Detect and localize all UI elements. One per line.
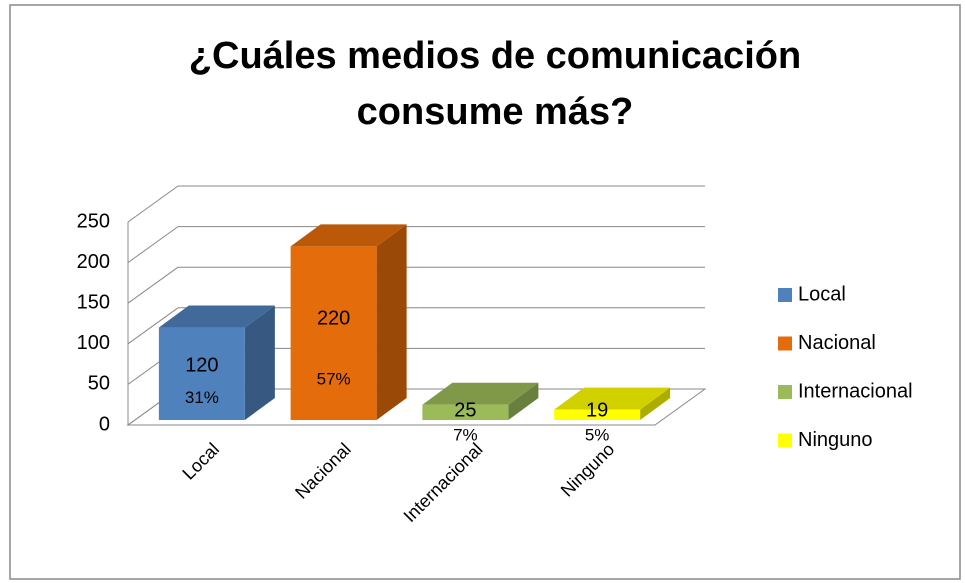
- bar-top: [290, 224, 407, 247]
- y-tick-label: 200: [77, 251, 110, 273]
- legend-swatch: [778, 433, 792, 448]
- bar-side: [640, 387, 671, 420]
- bar-side: [376, 224, 407, 420]
- bar-side: [508, 382, 539, 420]
- legend-label: Ninguno: [798, 429, 873, 451]
- percent-label: 57%: [317, 370, 351, 389]
- value-label: 25: [454, 399, 476, 421]
- legend-swatch: [778, 385, 792, 399]
- percent-label: 31%: [185, 388, 219, 407]
- bar-top: [422, 382, 539, 405]
- legend-label: Internacional: [798, 380, 913, 402]
- y-tick-label: 250: [77, 210, 110, 232]
- grid-line-side: [127, 307, 179, 345]
- grid-line-side: [127, 266, 179, 304]
- bar-top: [554, 387, 671, 410]
- legend-label: Nacional: [798, 332, 876, 354]
- legend-label: Local: [798, 283, 846, 305]
- chart-title: ¿Cuáles medios de comunicación consume m…: [188, 35, 802, 133]
- bar: [554, 409, 641, 420]
- percent-label: 5%: [585, 425, 610, 444]
- y-tick-label: 0: [99, 413, 110, 435]
- legend-swatch: [778, 336, 792, 351]
- grid-line-side: [127, 185, 179, 223]
- y-tick-label: 100: [77, 332, 110, 354]
- y-tick-label: 50: [88, 373, 110, 395]
- grid-line-side: [127, 226, 179, 264]
- bar-top: [158, 305, 275, 328]
- value-label: 19: [586, 399, 608, 421]
- bar: [422, 404, 509, 420]
- chart-border: [9, 4, 961, 580]
- bar-side: [244, 305, 275, 420]
- legend-swatch: [778, 288, 792, 302]
- y-tick-label: 150: [77, 291, 110, 313]
- value-label: 220: [317, 308, 350, 330]
- bar: [290, 246, 377, 420]
- value-label: 120: [185, 355, 218, 377]
- bar: [158, 327, 245, 420]
- percent-label: 7%: [453, 425, 478, 444]
